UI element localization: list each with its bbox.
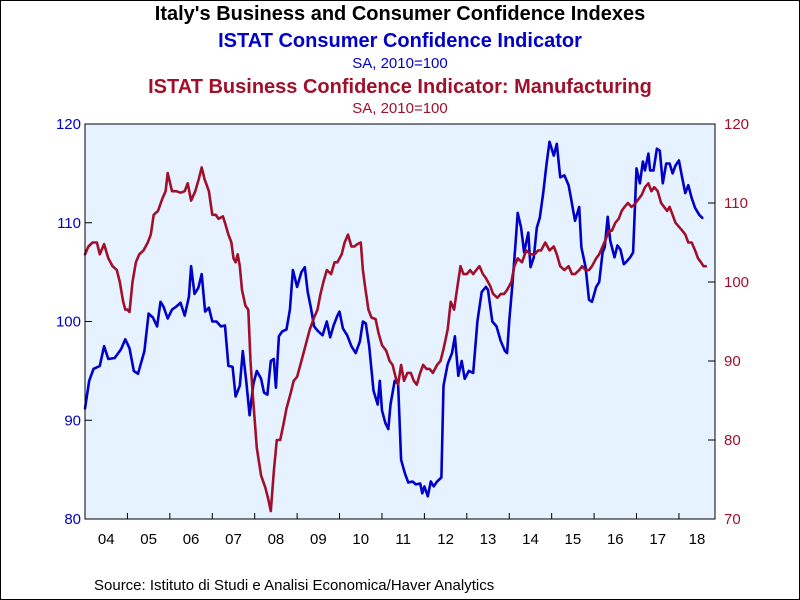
- left-y-tick-label: 110: [57, 215, 81, 232]
- right-y-tick-label: 70: [724, 511, 741, 528]
- x-tick-label: 07: [225, 531, 242, 548]
- x-tick-label: 04: [98, 531, 115, 548]
- x-tick-label: 16: [607, 531, 624, 548]
- x-tick-label: 10: [352, 531, 369, 548]
- consumer-confidence-line: [83, 140, 704, 498]
- right-y-tick-label: 90: [724, 353, 741, 370]
- x-tick-label: 11: [395, 531, 411, 548]
- x-tick-label: 12: [437, 531, 454, 548]
- left-y-tick-label: 90: [64, 412, 81, 429]
- axes-layer: 80 90 100 110 120 70 80 90 100 110 120 04 05 06 07 08 09…: [56, 116, 749, 548]
- left-y-tick-label: 100: [56, 314, 81, 331]
- consumer-series-subtitle: SA, 2010=100: [352, 55, 448, 72]
- business-series-subtitle: SA, 2010=100: [352, 100, 448, 117]
- series-layer: [83, 140, 708, 513]
- business-confidence-line: [83, 166, 708, 513]
- x-tick-label: 05: [140, 531, 157, 548]
- x-tick-label: 09: [310, 531, 327, 548]
- x-tick-label: 15: [565, 531, 582, 548]
- left-y-tick-label: 120: [56, 116, 81, 133]
- x-tick-label: 08: [268, 531, 285, 548]
- source-note: Source: Istituto di Studi e Analisi Econ…: [94, 577, 495, 594]
- x-tick-label: 17: [649, 531, 666, 548]
- left-y-tick-label: 80: [64, 511, 81, 528]
- chart-title: Italy's Business and Consumer Confidence…: [154, 3, 646, 25]
- x-tick-label: 18: [689, 531, 706, 548]
- right-y-tick-label: 110: [724, 195, 748, 212]
- x-tick-label: 06: [183, 531, 200, 548]
- x-tick-label: 14: [522, 531, 539, 548]
- x-tick-label: 13: [480, 531, 497, 548]
- right-y-tick-label: 120: [724, 116, 749, 133]
- right-y-tick-label: 100: [724, 274, 749, 291]
- business-series-title: ISTAT Business Confidence Indicator: Man…: [148, 76, 652, 98]
- consumer-series-title: ISTAT Consumer Confidence Indicator: [218, 30, 582, 52]
- right-y-tick-label: 80: [724, 432, 741, 449]
